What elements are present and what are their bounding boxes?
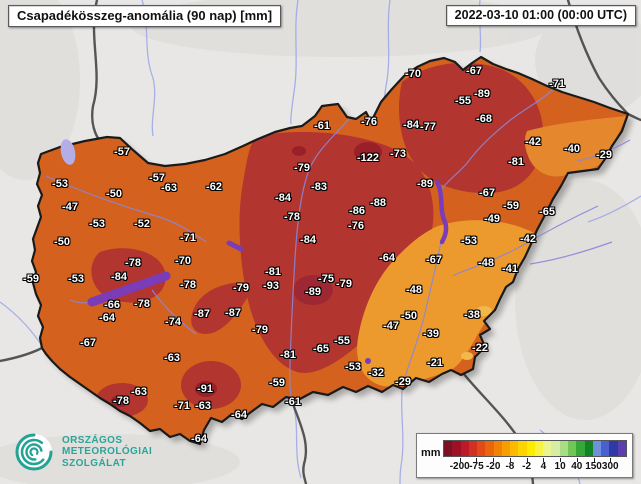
- legend-tick: [459, 458, 461, 462]
- lake-balaton: [87, 271, 171, 307]
- legend-color-segment: [584, 441, 593, 456]
- legend-color-segment: [518, 441, 527, 456]
- logo-line: METEOROLÓGIAI: [62, 446, 153, 458]
- legend-tick: [543, 458, 545, 462]
- rivers-inside: [45, 86, 631, 405]
- legend-tick-label: -200: [449, 461, 470, 472]
- legend-tick: [509, 458, 511, 462]
- legend-tick-label: -20: [485, 461, 501, 472]
- legend-tick: [560, 458, 562, 462]
- map-title: Csapadékösszeg-anomália (90 nap) [mm]: [8, 5, 282, 27]
- lake-velence: [226, 240, 244, 252]
- region-dark-northeast: [399, 62, 544, 194]
- legend-color-segment: [592, 441, 602, 456]
- legend-tick-label: 10: [554, 461, 566, 472]
- region-light-southeast: [357, 220, 538, 387]
- legend-tick: [593, 458, 595, 462]
- region-deep-spot: [111, 395, 129, 407]
- omsz-logo-text: ORSZÁGOS METEOROLÓGIAI SZOLGÁLAT: [62, 435, 152, 470]
- lakes: [60, 139, 449, 364]
- legend-tick: [576, 458, 578, 462]
- legend-color-segment: [444, 441, 453, 456]
- legend-color-segment: [477, 441, 486, 456]
- legend-color-segment: [460, 441, 469, 456]
- legend-tick-label: 4: [540, 461, 547, 472]
- legend-color-segment: [526, 441, 535, 456]
- legend-color-segment: [576, 441, 585, 456]
- legend-color-segment: [501, 441, 511, 456]
- region-dark-southwest-arm: [191, 282, 252, 334]
- map-datetime: 2022-03-10 01:00 (00:00 UTC): [445, 5, 636, 26]
- region-pale-spot: [476, 306, 492, 316]
- region-deep-spot: [354, 142, 382, 162]
- region-light-northeast-corner: [524, 116, 626, 177]
- logo-line: ORSZÁGOS: [62, 434, 123, 446]
- legend-color-segment: [617, 441, 626, 456]
- legend-color-segment: [534, 441, 544, 456]
- anomaly-regions: [91, 62, 626, 417]
- region-pale-spot: [461, 352, 473, 360]
- small-lake: [365, 358, 371, 364]
- legend-tick-label: 150: [585, 461, 602, 472]
- legend-color-segment: [601, 441, 610, 456]
- region-deep-spot: [293, 275, 333, 305]
- lake-ferto: [60, 139, 76, 165]
- legend-tick: [526, 458, 528, 462]
- logo-line: SZOLGÁLAT: [62, 457, 126, 469]
- legend-tick: [476, 458, 478, 462]
- legend-tick-label: -75: [469, 461, 484, 472]
- legend-color-bar: [443, 440, 627, 457]
- region-deep-spot: [195, 381, 217, 397]
- legend-color-segment: [493, 441, 502, 456]
- omsz-logo: ORSZÁGOS METEOROLÓGIAI SZOLGÁLAT: [13, 431, 152, 473]
- legend-color-segment: [468, 441, 478, 456]
- legend-tick-label: 40: [571, 461, 583, 472]
- legend-tick-label: 300: [601, 461, 619, 472]
- lake-tisza: [434, 179, 449, 245]
- legend-unit-label: mm: [421, 447, 441, 459]
- legend-color-segment: [551, 441, 560, 456]
- legend-color-segment: [485, 441, 494, 456]
- legend-tick: [493, 458, 495, 462]
- legend-tick: [610, 458, 612, 462]
- legend-color-segment: [609, 441, 618, 456]
- legend-color-segment: [559, 441, 568, 456]
- legend-color-segment: [543, 441, 552, 456]
- legend-color-segment: [567, 441, 577, 456]
- legend-tick-label: -8: [505, 461, 515, 472]
- legend-color-segment: [510, 441, 519, 456]
- color-scale-legend: mm -200 -75 -20 -8 -2 4 10 40 150 300: [416, 433, 633, 478]
- legend-color-segment: [452, 441, 461, 456]
- legend-tick-label: -2: [522, 461, 532, 472]
- omsz-logo-icon: [15, 433, 53, 471]
- region-dark-balaton: [91, 248, 166, 303]
- region-deep-spot: [292, 146, 306, 156]
